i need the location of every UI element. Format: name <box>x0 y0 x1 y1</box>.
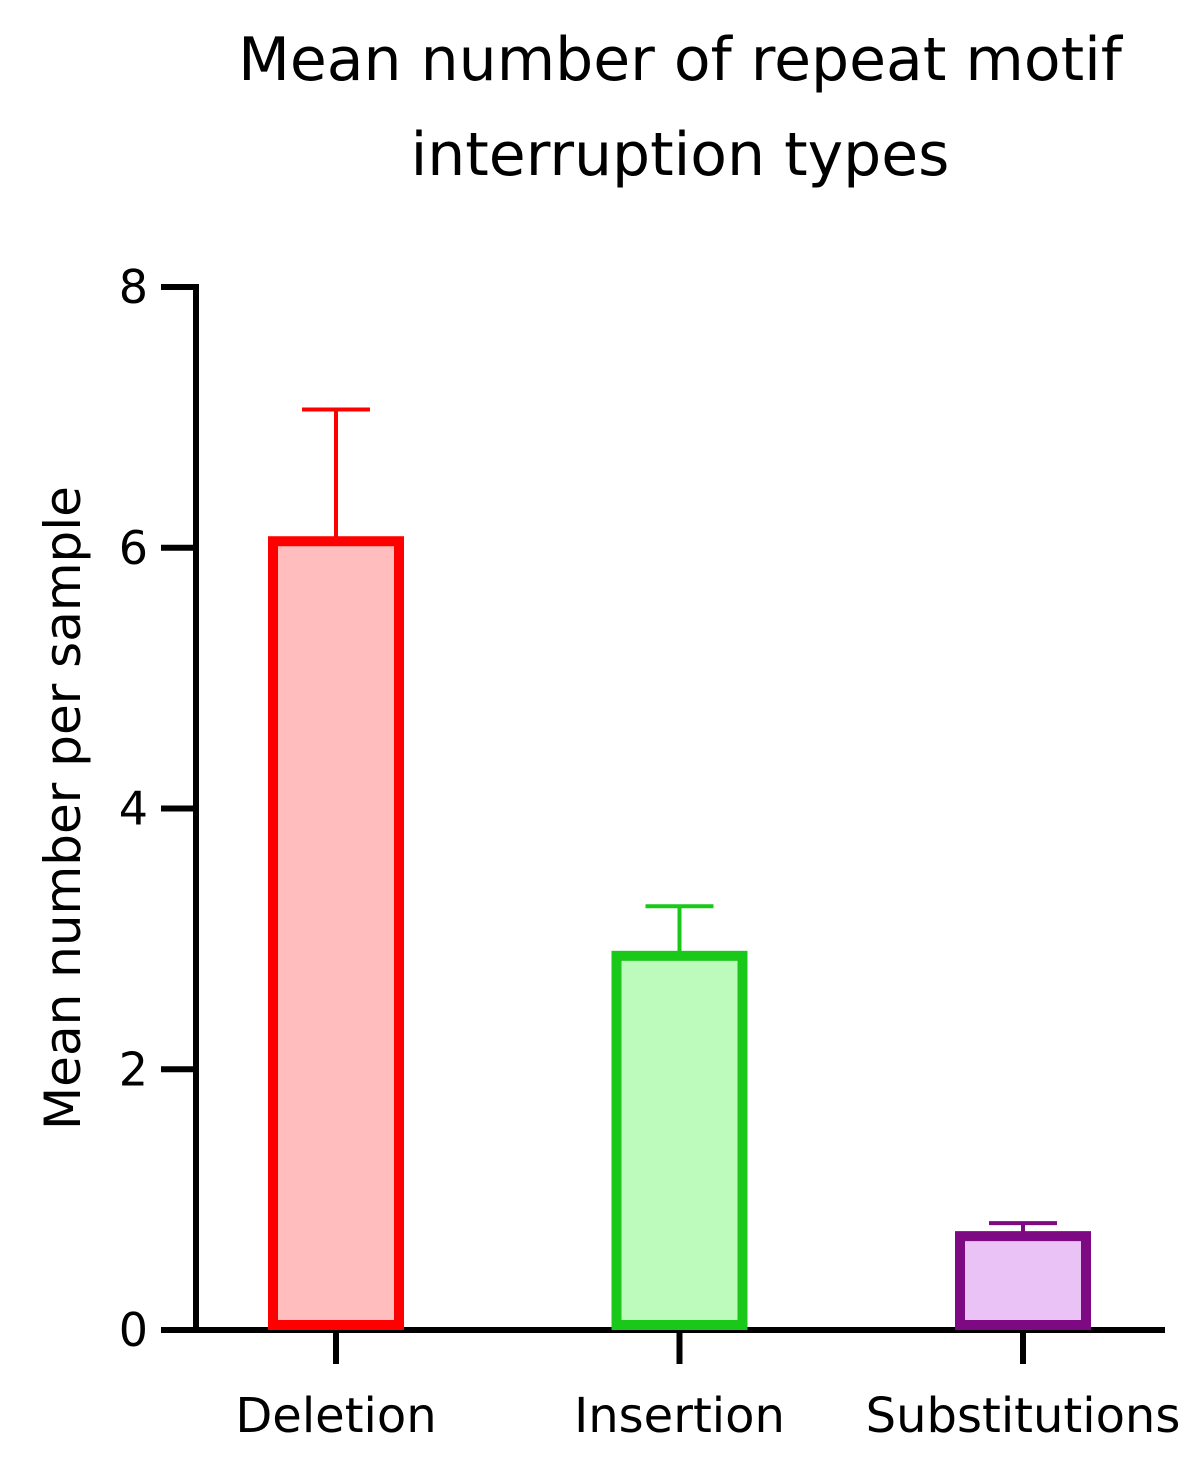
bar-substitutions <box>955 1231 1091 1331</box>
x-tick-label-deletion: Deletion <box>235 1388 436 1444</box>
y-tick-label: 4 <box>119 782 148 836</box>
y-axis: 0 2 4 6 8 <box>119 260 199 1357</box>
bar-insertion <box>611 950 748 1330</box>
chart-title: Mean number of repeat motif interruption… <box>238 25 1124 190</box>
y-tick-label: 6 <box>119 521 148 575</box>
x-axis: Deletion Insertion Substitutions <box>193 1327 1181 1444</box>
chart-title-line-2: interruption types <box>411 120 950 190</box>
bar-deletion <box>268 536 404 1330</box>
y-axis-label: Mean number per sample <box>34 486 92 1130</box>
x-tick-label-substitutions: Substitutions <box>866 1388 1181 1444</box>
x-tick-label-insertion: Insertion <box>574 1388 785 1444</box>
y-tick-label: 2 <box>119 1042 148 1096</box>
chart-title-line-1: Mean number of repeat motif <box>238 25 1124 95</box>
y-tick-label: 0 <box>119 1303 148 1357</box>
bars-group <box>268 407 1091 1331</box>
y-tick-label: 8 <box>119 260 148 314</box>
